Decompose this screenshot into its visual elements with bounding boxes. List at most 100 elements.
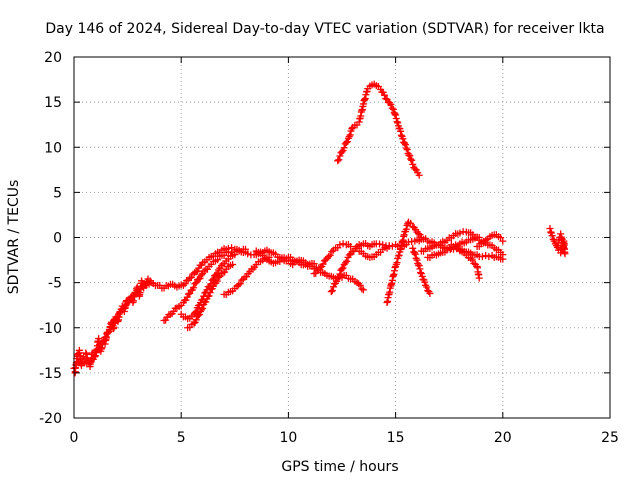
x-tick-label: 10 bbox=[279, 430, 297, 446]
data-point-interp bbox=[345, 132, 353, 140]
x-tick-label: 5 bbox=[177, 430, 186, 446]
y-tick-label: -15 bbox=[39, 366, 62, 382]
data-point bbox=[229, 261, 237, 269]
data-point-interp bbox=[325, 253, 333, 261]
data-points-layer bbox=[70, 80, 569, 377]
data-point-interp bbox=[162, 316, 170, 324]
data-point-interp bbox=[328, 287, 336, 295]
series-second-merge-track bbox=[177, 245, 250, 323]
data-point bbox=[482, 252, 490, 260]
data-point-interp bbox=[403, 146, 411, 154]
series-mid-flat-track bbox=[252, 247, 318, 270]
data-point-interp bbox=[202, 298, 210, 306]
data-point-interp bbox=[392, 115, 400, 123]
data-point bbox=[555, 239, 563, 247]
data-point-interp bbox=[187, 273, 195, 281]
data-point bbox=[327, 288, 335, 296]
series-cluster-track-19h bbox=[473, 231, 507, 251]
data-point-interp bbox=[348, 125, 356, 133]
series-low-track-19h bbox=[424, 245, 507, 263]
x-tick-label: 20 bbox=[494, 430, 512, 446]
y-tick-label: 5 bbox=[53, 185, 62, 201]
y-tick-label: 0 bbox=[53, 231, 62, 247]
data-point-interp bbox=[391, 110, 399, 118]
data-point-interp bbox=[341, 259, 349, 267]
data-point-interp bbox=[547, 228, 555, 236]
data-point bbox=[499, 255, 507, 263]
data-point-interp bbox=[336, 270, 344, 278]
x-tick-label: 0 bbox=[70, 430, 79, 446]
data-point bbox=[499, 237, 507, 245]
data-point-interp bbox=[382, 95, 390, 103]
data-point-interp bbox=[356, 281, 364, 289]
data-point bbox=[242, 245, 250, 253]
y-tick-label: -10 bbox=[39, 321, 62, 337]
data-point-interp bbox=[423, 283, 431, 291]
data-point-interp bbox=[453, 245, 461, 253]
data-point-interp bbox=[328, 247, 336, 255]
series-lower-merge-track bbox=[160, 247, 239, 325]
data-point-interp bbox=[333, 277, 341, 285]
data-point-interp bbox=[191, 280, 199, 288]
data-point bbox=[186, 274, 194, 282]
data-point bbox=[475, 274, 483, 282]
data-point-interp bbox=[238, 276, 246, 284]
data-point bbox=[244, 250, 252, 258]
series-dip-track-12h bbox=[310, 240, 355, 278]
data-point-interp bbox=[340, 144, 348, 152]
data-point-interp bbox=[346, 131, 354, 139]
data-point bbox=[334, 274, 342, 282]
data-point bbox=[347, 243, 355, 251]
data-point-interp bbox=[200, 267, 208, 275]
data-point bbox=[389, 105, 397, 113]
series-third-merge-track bbox=[184, 261, 237, 332]
data-point-interp bbox=[402, 225, 410, 233]
series-early-dense-cluster bbox=[71, 275, 154, 377]
data-point-interp bbox=[196, 274, 204, 282]
data-point-interp bbox=[342, 139, 350, 147]
data-point-interp bbox=[358, 285, 366, 293]
data-point-interp bbox=[192, 316, 200, 324]
data-point-interp bbox=[236, 280, 244, 288]
data-point bbox=[426, 289, 434, 297]
data-point-interp bbox=[199, 304, 207, 312]
data-point-interp bbox=[397, 127, 405, 135]
data-point-interp bbox=[399, 135, 407, 143]
data-point bbox=[385, 243, 393, 251]
data-point-interp bbox=[339, 240, 347, 248]
data-point bbox=[90, 353, 98, 361]
x-tick-label: 25 bbox=[601, 430, 619, 446]
data-point-interp bbox=[414, 230, 422, 238]
data-point-interp bbox=[395, 251, 403, 259]
series-drop-track-16h bbox=[409, 244, 434, 297]
data-point bbox=[186, 289, 194, 297]
plot-frame bbox=[73, 56, 611, 419]
data-point-interp bbox=[410, 249, 418, 257]
data-point-interp bbox=[195, 311, 203, 319]
series-wave-track-13h bbox=[353, 243, 393, 261]
data-point-interp bbox=[343, 138, 351, 146]
y-tick-label: 10 bbox=[44, 140, 62, 156]
data-point bbox=[216, 272, 224, 280]
data-point bbox=[413, 256, 421, 264]
chart-title: Day 146 of 2024, Sidereal Day-to-day VTE… bbox=[45, 21, 604, 37]
data-point bbox=[323, 254, 331, 262]
data-point bbox=[415, 171, 423, 179]
data-point bbox=[422, 281, 430, 289]
data-point-interp bbox=[217, 261, 225, 269]
data-point-interp bbox=[411, 250, 419, 258]
data-point bbox=[402, 144, 410, 152]
data-point-interp bbox=[183, 293, 191, 301]
data-point-interp bbox=[392, 111, 400, 119]
data-point-interp bbox=[401, 139, 409, 147]
data-point-interp bbox=[393, 259, 401, 267]
data-point-interp bbox=[312, 269, 320, 277]
data-point-interp bbox=[408, 156, 416, 164]
data-point-interp bbox=[319, 260, 327, 268]
data-point-interp bbox=[338, 265, 346, 273]
data-point-interp bbox=[380, 91, 388, 99]
data-point bbox=[82, 349, 90, 357]
data-point-interp bbox=[206, 289, 214, 297]
